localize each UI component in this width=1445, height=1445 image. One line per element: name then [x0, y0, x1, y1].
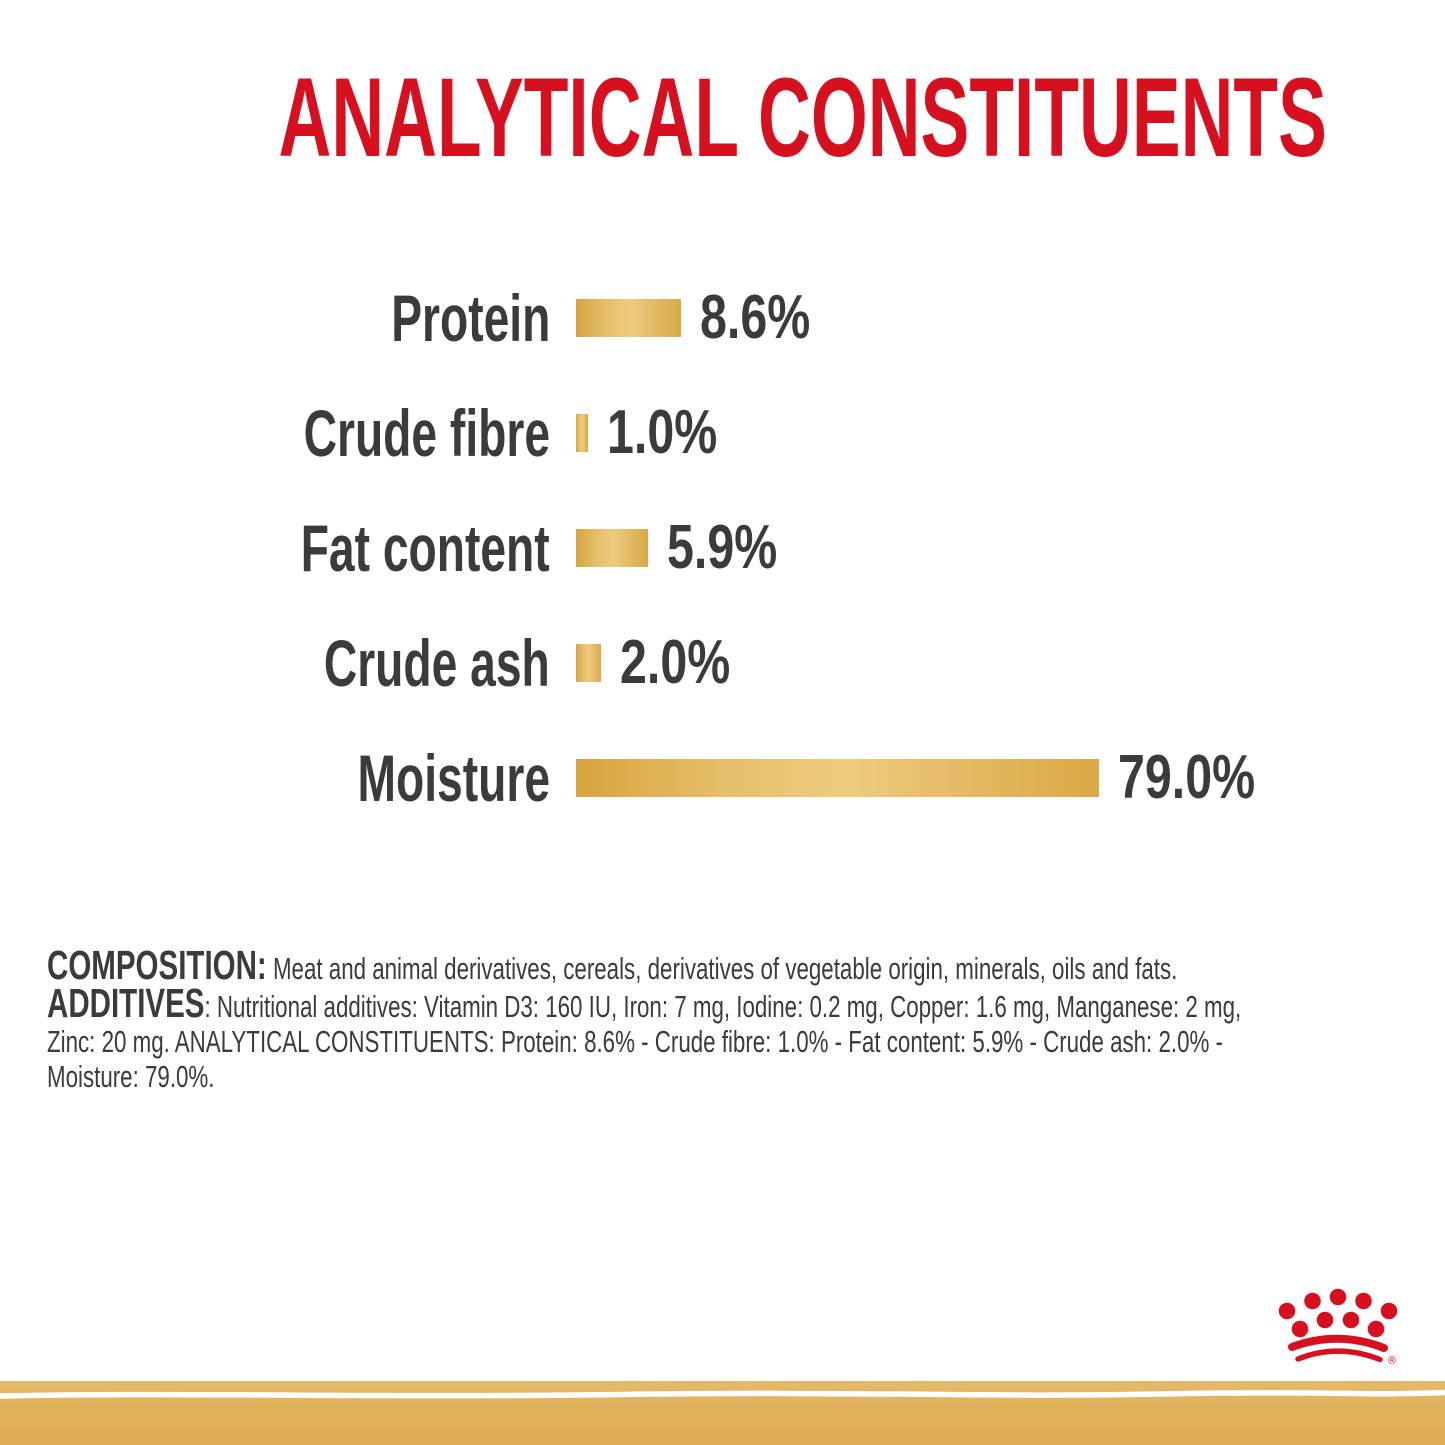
row-label: Moisture: [357, 740, 550, 815]
crown-dots: [1278, 1288, 1398, 1338]
brush-line-graphic: [0, 1389, 1445, 1399]
bar-crude-ash: [576, 643, 601, 682]
row-label: Protein: [390, 280, 550, 355]
additives-text-2: Zinc: 20 mg. ANALYTICAL CONSTITUENTS: Pr…: [47, 1024, 1223, 1059]
crown-arcs: [1288, 1334, 1388, 1363]
additives-text-3: Moisture: 79.0%.: [47, 1059, 215, 1094]
additives-label: ADDITIVES: [47, 980, 205, 1026]
row-value: 2.0%: [620, 627, 731, 697]
additives-line-1: ADDITIVES: Nutritional additives: Vitami…: [47, 983, 1242, 1025]
row-label: Crude ash: [324, 625, 550, 700]
constituents-chart: Protein 8.6% Crude fibre 1.0% Fat conten…: [0, 260, 1445, 835]
composition-text: Meat and animal derivatives, cereals, de…: [266, 951, 1178, 986]
composition-line: COMPOSITION: Meat and animal derivatives…: [47, 945, 1241, 987]
chart-row-fat-content: Fat content 5.9%: [0, 490, 1445, 605]
chart-row-protein: Protein 8.6%: [0, 260, 1445, 375]
bar-protein: [576, 298, 681, 337]
chart-row-crude-fibre: Crude fibre 1.0%: [0, 375, 1445, 490]
additives-line-3: Moisture: 79.0%.: [47, 1059, 1241, 1094]
additives-text-1: : Nutritional additives: Vitamin D3: 160…: [204, 989, 1242, 1024]
bar-fat-content: [576, 528, 648, 567]
chart-row-crude-ash: Crude ash 2.0%: [0, 605, 1445, 720]
chart-row-moisture: Moisture 79.0%: [0, 720, 1445, 835]
row-label: Crude fibre: [303, 395, 550, 470]
page-title: ANALYTICAL CONSTITUENTS: [278, 55, 1327, 180]
title-row: ANALYTICAL CONSTITUENTS: [0, 62, 1445, 174]
registered-mark: ®: [1388, 1355, 1396, 1367]
row-label: Fat content: [301, 510, 550, 585]
composition-label: COMPOSITION:: [47, 942, 267, 988]
row-value: 1.0%: [607, 397, 718, 467]
legal-text-block: COMPOSITION: Meat and animal derivatives…: [47, 945, 1445, 1095]
bar-crude-fibre: [576, 413, 588, 452]
bar-moisture: [576, 758, 1099, 797]
royal-canin-crown-logo: ®: [1278, 1288, 1398, 1367]
additives-line-2: Zinc: 20 mg. ANALYTICAL CONSTITUENTS: Pr…: [47, 1024, 1241, 1059]
row-value: 8.6%: [700, 282, 811, 352]
gold-footer-band: [0, 1381, 1445, 1445]
row-value: 79.0%: [1118, 742, 1256, 812]
row-value: 5.9%: [667, 512, 778, 582]
